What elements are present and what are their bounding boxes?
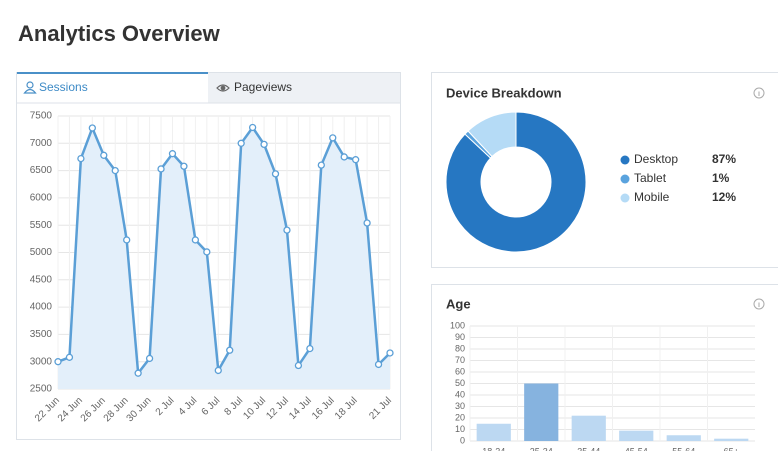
y-tick-label: 100	[450, 320, 465, 330]
y-tick-label: 0	[460, 435, 465, 445]
point	[180, 162, 188, 170]
y-tick-label: 7500	[30, 111, 53, 122]
point	[65, 353, 74, 361]
user-icon	[23, 81, 37, 94]
point	[374, 360, 383, 369]
tab-sessions[interactable]: Sessions	[39, 80, 88, 94]
panel-title: Device Breakdown	[446, 85, 562, 100]
x-tick-label: 55-64	[672, 446, 695, 451]
area	[58, 127, 390, 389]
x-tick-label: 45-54	[625, 446, 648, 451]
point	[386, 349, 394, 357]
legend-swatch	[620, 155, 630, 165]
bar	[666, 435, 701, 441]
panel-title: Age	[446, 296, 471, 311]
info-icon[interactable]	[753, 87, 765, 99]
point	[214, 366, 222, 375]
legend-label: Tablet	[634, 171, 667, 185]
y-tick-label: 10	[455, 424, 465, 434]
point	[145, 354, 154, 363]
point	[226, 346, 234, 354]
y-tick-label: 4000	[30, 302, 53, 313]
point	[54, 358, 62, 366]
point	[77, 154, 85, 163]
donut-slice	[467, 111, 517, 158]
x-tick-label: 18-24	[482, 446, 505, 451]
y-tick-label: 70	[455, 355, 465, 365]
y-tick-label: 3000	[30, 356, 53, 367]
bar	[476, 423, 511, 441]
point	[306, 344, 314, 353]
point	[329, 134, 337, 142]
y-tick-label: 90	[455, 332, 465, 342]
point	[88, 124, 96, 132]
info-icon[interactable]	[753, 298, 765, 310]
legend-swatch	[620, 174, 630, 184]
point	[317, 161, 325, 169]
point	[168, 150, 177, 158]
tab-bg	[208, 73, 400, 103]
point	[271, 170, 280, 178]
point	[294, 361, 303, 370]
x-tick-label: 65+	[724, 446, 739, 451]
point	[134, 369, 142, 377]
legend-value: 12%	[712, 190, 736, 204]
legend-value: 87%	[712, 152, 736, 166]
y-tick-label: 80	[455, 343, 465, 353]
legend-swatch	[620, 193, 630, 203]
y-tick-label: 3500	[30, 329, 53, 340]
y-tick-label: 2500	[30, 384, 53, 395]
donut-slice	[445, 111, 587, 253]
point	[248, 123, 257, 132]
bar	[524, 383, 559, 441]
point	[191, 236, 200, 244]
point	[100, 151, 108, 159]
legend-label: Desktop	[634, 152, 678, 166]
eye-icon	[216, 84, 230, 92]
y-tick-label: 60	[455, 366, 465, 376]
point	[260, 140, 268, 149]
y-tick-label: 30	[455, 401, 465, 411]
legend-label: Mobile	[634, 190, 670, 204]
y-tick-label: 5500	[30, 220, 53, 231]
bar	[714, 438, 749, 441]
point	[123, 236, 131, 244]
y-tick-label: 40	[455, 389, 465, 399]
point	[363, 219, 371, 227]
y-tick-label: 50	[455, 378, 465, 388]
point	[283, 226, 291, 234]
bar	[571, 415, 606, 441]
legend-value: 1%	[712, 171, 730, 185]
x-tick-label: 25-34	[530, 446, 553, 451]
tab-pageviews[interactable]: Pageviews	[234, 80, 292, 94]
page-title: Analytics Overview	[18, 21, 221, 46]
point	[111, 166, 119, 175]
point	[157, 165, 165, 173]
y-tick-label: 4500	[30, 274, 53, 285]
x-tick-label: 35-44	[577, 446, 600, 451]
y-tick-label: 6000	[30, 193, 53, 204]
y-tick-label: 20	[455, 412, 465, 422]
point	[352, 156, 360, 164]
y-tick-label: 5000	[30, 247, 53, 258]
y-tick-label: 6500	[30, 165, 53, 176]
bar	[619, 430, 654, 441]
y-tick-label: 7000	[30, 138, 53, 149]
point	[203, 248, 211, 256]
point	[340, 153, 348, 161]
point	[237, 139, 245, 147]
